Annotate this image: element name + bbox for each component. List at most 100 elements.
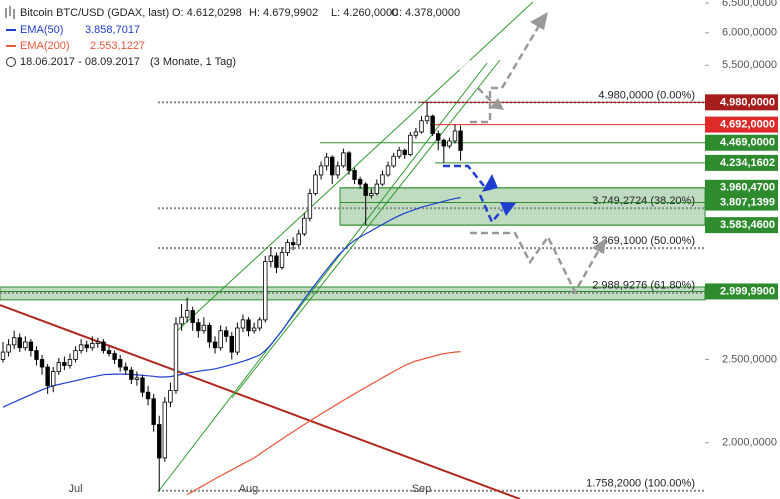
- projection-path: [477, 87, 495, 105]
- candle-body: [218, 330, 223, 349]
- channel-line: [177, 1, 534, 331]
- arrow-head: [500, 202, 516, 216]
- arrow-head: [530, 12, 548, 30]
- candle-body: [452, 130, 458, 142]
- candle-body: [330, 156, 335, 176]
- fib-label: 2.988,9276 (61.80%): [592, 280, 695, 292]
- price-box-label: 3.807,1399: [720, 196, 775, 208]
- zone: [339, 187, 706, 226]
- candle-body: [17, 337, 22, 349]
- projection-path: [443, 164, 485, 187]
- fib-label: 3.369,1000 (50.00%): [592, 235, 695, 247]
- legend-value: 2.553,1227: [90, 40, 145, 52]
- candle-body: [123, 366, 128, 371]
- candle-body: [196, 322, 201, 332]
- candle-body: [162, 401, 168, 459]
- fib-label: 1.758,2000 (100.00%): [586, 478, 695, 490]
- candle-body: [341, 152, 346, 167]
- candle-body: [157, 424, 162, 459]
- candle-body: [212, 341, 218, 349]
- channel-line: [231, 59, 501, 399]
- candle-body: [6, 344, 11, 353]
- candle-body: [67, 359, 73, 366]
- candle-body: [458, 130, 463, 151]
- legend-value: 3.858,7017: [85, 24, 140, 36]
- candle-body: [352, 169, 357, 180]
- candle-body: [257, 319, 262, 329]
- candle-body: [274, 255, 279, 268]
- ohlc-low: L: 4.260,0000: [331, 7, 398, 19]
- candle-body: [346, 152, 352, 171]
- price-level-lines: [0, 101, 705, 292]
- candle-body: [201, 324, 207, 332]
- title: Bitcoin BTC/USD (GDAX, last): [20, 7, 169, 19]
- candle-body: [290, 242, 296, 246]
- candle-body: [56, 362, 61, 373]
- candle-body: [424, 115, 430, 122]
- candle-body: [263, 261, 268, 321]
- candle-body: [296, 233, 301, 246]
- period: (3 Monate, 1 Tag): [150, 56, 236, 68]
- ohlc-close: C: 4.378,0000: [391, 7, 460, 19]
- fib-label: 4.980,0000 (0.00%): [598, 89, 695, 101]
- price-box-label: 3.960,4700: [720, 182, 775, 194]
- y-tick-label: 6.000,0000: [722, 27, 777, 39]
- header-bg: [0, 2, 470, 70]
- price-box-label: 4.980,0000: [720, 96, 775, 108]
- candle-body: [84, 344, 89, 349]
- candle-body: [39, 359, 45, 368]
- candle-body: [441, 139, 447, 147]
- candle-body: [408, 134, 413, 155]
- candle-body: [112, 353, 117, 360]
- candle-body: [134, 377, 140, 380]
- projection-arrows: [443, 12, 606, 295]
- x-tick-label: Jul: [69, 483, 83, 495]
- fib-label: 3.749,2724 (38.20%): [592, 195, 695, 207]
- candle-body: [34, 350, 39, 360]
- candle-body: [391, 155, 396, 167]
- candle-body: [285, 242, 290, 253]
- price-box: [705, 283, 778, 300]
- price-box: [705, 116, 778, 133]
- candle-body: [313, 174, 318, 194]
- candle-body: [129, 369, 134, 380]
- projection-path: [470, 231, 602, 295]
- candle-body: [168, 390, 173, 403]
- candle-body: [73, 350, 78, 360]
- candle-body: [447, 140, 452, 147]
- price-axis: Jul Aug Sep 2.000,0000 2.500,0000 5.500,0000 6…: [69, 0, 777, 495]
- candle-body: [413, 131, 419, 136]
- ohlc-open: O: 4.612,0298: [172, 7, 242, 19]
- price-box: [705, 217, 778, 234]
- candle-body: [335, 165, 340, 176]
- candle-body: [318, 165, 324, 176]
- projection-path: [470, 23, 542, 124]
- candle-body: [223, 330, 229, 337]
- y-tick-label: 6.500,0000: [722, 0, 777, 9]
- candle-body: [402, 149, 407, 155]
- arrow-head: [482, 174, 498, 192]
- candle-body: [51, 371, 56, 387]
- candle-body: [419, 120, 424, 133]
- x-tick-label: Aug: [239, 483, 259, 495]
- x-tick-label: Sep: [412, 483, 432, 495]
- candle-body: [207, 324, 212, 343]
- candle-body: [190, 310, 195, 323]
- candle-body: [140, 377, 145, 393]
- candle-body: [251, 327, 257, 332]
- fib-levels: 4.980,0000 (0.00%) 3.749,2724 (38.20%) 3.3…: [0, 89, 705, 492]
- candle-body: [307, 193, 313, 219]
- candle-body: [235, 327, 240, 353]
- ohlc-high: H: 4.679,9902: [249, 7, 318, 19]
- trend-lines: [0, 1, 534, 499]
- arrow-head: [592, 238, 606, 254]
- downtrend-line: [0, 304, 521, 499]
- candle-body: [302, 217, 307, 235]
- candle-body: [229, 335, 234, 353]
- candle-body: [184, 310, 190, 318]
- price-box: [705, 194, 778, 211]
- price-box: [705, 94, 778, 111]
- price-box: [705, 134, 778, 151]
- candle-body: [430, 115, 435, 134]
- price-box: [705, 179, 778, 196]
